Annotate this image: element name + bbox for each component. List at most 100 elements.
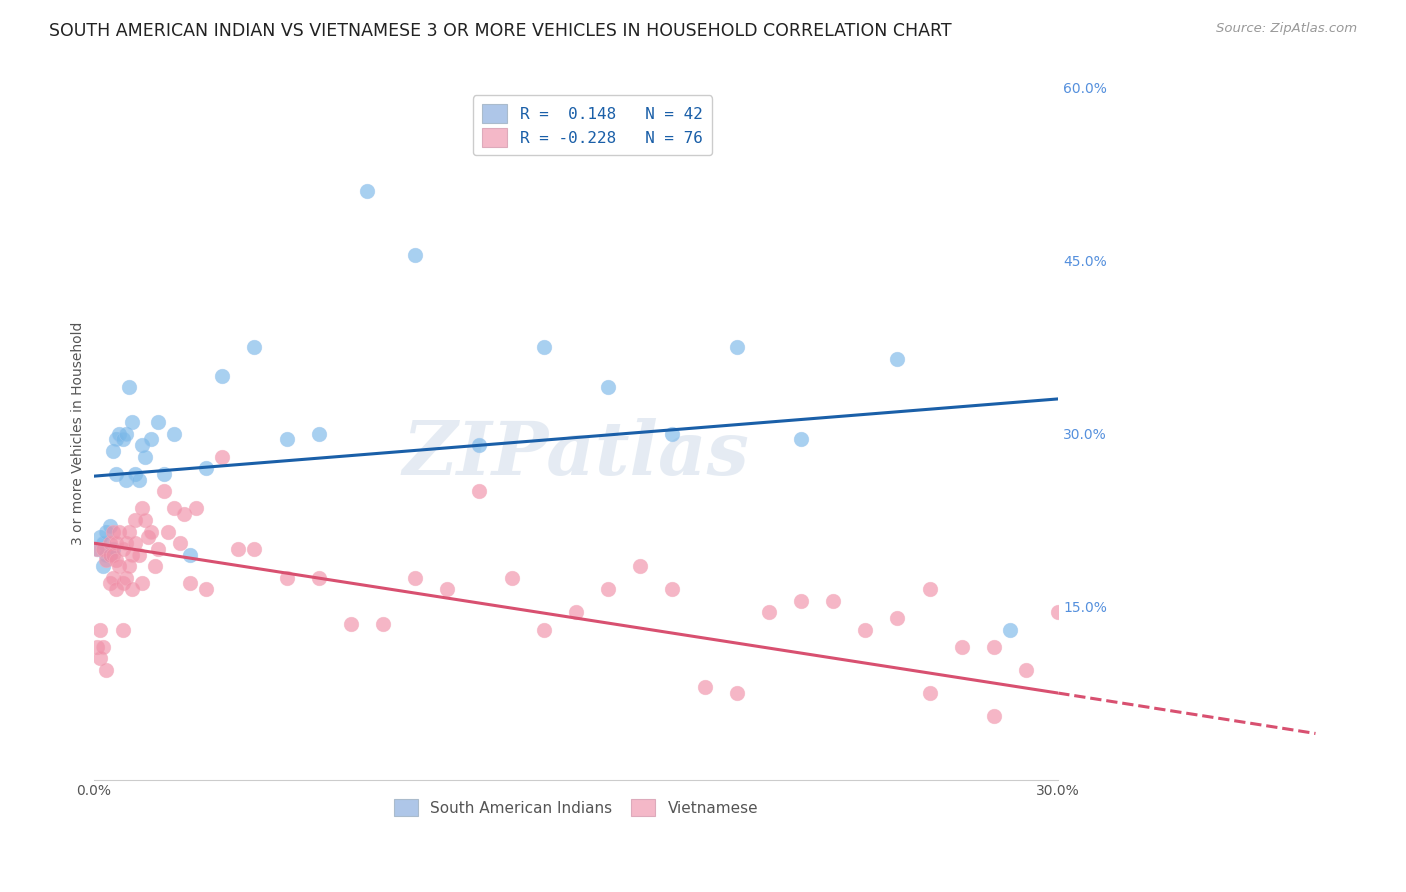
Point xyxy=(340,616,363,631)
Point xyxy=(163,426,186,441)
Point xyxy=(243,541,266,556)
Point xyxy=(114,571,136,585)
Point xyxy=(131,438,153,452)
Point xyxy=(134,513,156,527)
Point xyxy=(790,594,813,608)
Point xyxy=(153,467,176,481)
Point xyxy=(96,663,118,677)
Point xyxy=(998,623,1021,637)
Point xyxy=(143,559,166,574)
Point xyxy=(371,616,394,631)
Point xyxy=(131,501,153,516)
Point xyxy=(195,582,218,597)
Point xyxy=(596,582,619,597)
Point xyxy=(98,576,121,591)
Point xyxy=(156,524,179,539)
Point xyxy=(468,484,491,499)
Point xyxy=(86,541,108,556)
Point xyxy=(98,548,121,562)
Point xyxy=(693,681,716,695)
Point xyxy=(105,467,128,481)
Point xyxy=(108,426,131,441)
Point xyxy=(118,524,141,539)
Point xyxy=(111,576,134,591)
Point xyxy=(790,432,813,446)
Point xyxy=(89,530,111,544)
Point xyxy=(89,651,111,665)
Point xyxy=(243,340,266,354)
Point xyxy=(111,623,134,637)
Point xyxy=(226,541,249,556)
Point xyxy=(308,426,330,441)
Point xyxy=(96,548,118,562)
Point xyxy=(596,380,619,394)
Point xyxy=(533,340,555,354)
Legend: South American Indians, Vietnamese: South American Indians, Vietnamese xyxy=(387,791,766,824)
Point xyxy=(111,541,134,556)
Point xyxy=(105,432,128,446)
Point xyxy=(725,340,748,354)
Point xyxy=(86,640,108,654)
Point xyxy=(186,501,208,516)
Point xyxy=(758,605,780,619)
Point xyxy=(141,524,163,539)
Point xyxy=(128,548,150,562)
Point xyxy=(121,582,143,597)
Point xyxy=(565,605,588,619)
Point xyxy=(105,536,128,550)
Point xyxy=(918,582,941,597)
Point xyxy=(1015,663,1038,677)
Point xyxy=(153,484,176,499)
Point xyxy=(89,623,111,637)
Point xyxy=(950,640,973,654)
Point xyxy=(101,541,124,556)
Point xyxy=(96,553,118,567)
Point xyxy=(101,548,124,562)
Point xyxy=(118,380,141,394)
Point xyxy=(91,541,114,556)
Point xyxy=(179,548,201,562)
Point xyxy=(101,571,124,585)
Point xyxy=(853,623,876,637)
Text: Source: ZipAtlas.com: Source: ZipAtlas.com xyxy=(1216,22,1357,36)
Point xyxy=(108,559,131,574)
Point xyxy=(146,541,169,556)
Point xyxy=(136,530,159,544)
Point xyxy=(173,508,195,522)
Point xyxy=(211,368,233,383)
Point xyxy=(91,559,114,574)
Point xyxy=(91,640,114,654)
Point xyxy=(404,571,426,585)
Point xyxy=(179,576,201,591)
Point xyxy=(108,524,131,539)
Point xyxy=(124,467,146,481)
Point xyxy=(195,461,218,475)
Y-axis label: 3 or more Vehicles in Household: 3 or more Vehicles in Household xyxy=(72,322,86,545)
Point xyxy=(98,518,121,533)
Point xyxy=(118,559,141,574)
Point xyxy=(501,571,523,585)
Point xyxy=(468,438,491,452)
Point xyxy=(128,473,150,487)
Point xyxy=(886,611,908,625)
Point xyxy=(96,524,118,539)
Point xyxy=(725,686,748,700)
Point xyxy=(114,473,136,487)
Point xyxy=(918,686,941,700)
Point xyxy=(111,432,134,446)
Point xyxy=(276,432,298,446)
Point xyxy=(661,426,683,441)
Point xyxy=(308,571,330,585)
Point xyxy=(131,576,153,591)
Point xyxy=(114,536,136,550)
Point xyxy=(163,501,186,516)
Point xyxy=(983,640,1005,654)
Point xyxy=(141,432,163,446)
Point xyxy=(533,623,555,637)
Point xyxy=(134,450,156,464)
Point xyxy=(91,536,114,550)
Point xyxy=(98,548,121,562)
Point xyxy=(146,415,169,429)
Point xyxy=(1047,605,1070,619)
Point xyxy=(98,536,121,550)
